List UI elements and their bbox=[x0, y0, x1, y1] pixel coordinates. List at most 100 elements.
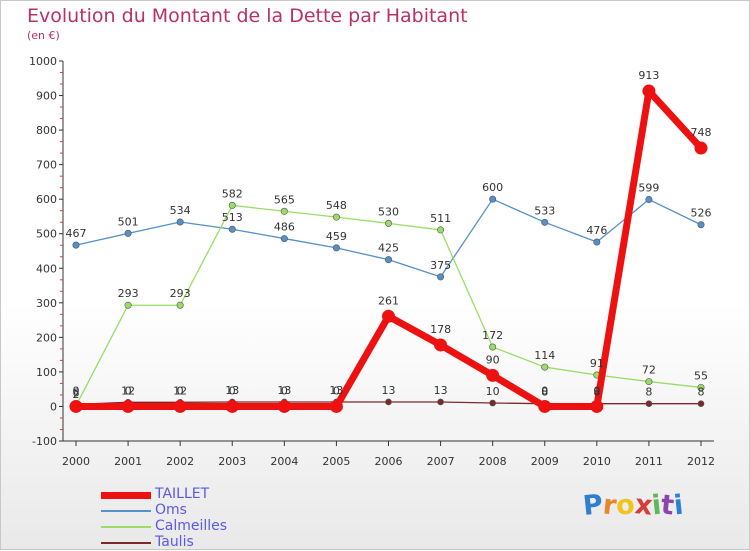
data-label-oms: 599 bbox=[638, 182, 659, 195]
legend-label: Calmeilles bbox=[155, 518, 228, 534]
data-label-oms: 375 bbox=[430, 259, 451, 272]
legend-label: Taulis bbox=[155, 534, 194, 550]
x-tick-label: 2006 bbox=[375, 455, 403, 468]
legend-swatch bbox=[101, 526, 151, 528]
data-label-taillet: 178 bbox=[430, 323, 451, 336]
y-tick-label: 0 bbox=[50, 400, 57, 413]
chart-unit: (en €) bbox=[27, 29, 60, 42]
legend-swatch bbox=[101, 542, 151, 544]
y-tick-label: 300 bbox=[36, 297, 57, 310]
data-label-taulis: 13 bbox=[329, 384, 343, 397]
data-label-taillet: 0 bbox=[125, 384, 132, 397]
data-label-oms: 476 bbox=[586, 224, 607, 237]
data-point-oms bbox=[280, 235, 288, 243]
data-point-taillet bbox=[69, 399, 83, 413]
data-label-calmeilles: 293 bbox=[170, 287, 191, 300]
data-point-taillet bbox=[486, 368, 500, 382]
data-point-calmeilles bbox=[489, 343, 497, 351]
y-tick-label: 200 bbox=[36, 331, 57, 344]
y-tick-label: 600 bbox=[36, 193, 57, 206]
data-label-oms: 486 bbox=[274, 221, 295, 234]
data-point-calmeilles bbox=[228, 201, 236, 209]
data-label-oms: 526 bbox=[691, 207, 712, 220]
data-label-taillet: 0 bbox=[73, 384, 80, 397]
data-label-oms: 600 bbox=[482, 181, 503, 194]
data-point-taillet bbox=[225, 399, 239, 413]
data-label-taulis: 13 bbox=[277, 384, 291, 397]
data-point-calmeilles bbox=[541, 363, 549, 371]
data-label-oms: 534 bbox=[170, 204, 191, 217]
data-label-taulis: 12 bbox=[173, 384, 187, 397]
data-label-taillet: 0 bbox=[593, 384, 600, 397]
data-label-calmeilles: 55 bbox=[694, 369, 708, 382]
data-point-calmeilles bbox=[280, 207, 288, 215]
data-label-taillet: 0 bbox=[333, 384, 340, 397]
data-point-taillet bbox=[277, 399, 291, 413]
logo-letter: i bbox=[672, 489, 686, 522]
data-label-calmeilles: 293 bbox=[118, 287, 139, 300]
x-tick-label: 2001 bbox=[114, 455, 142, 468]
data-label-oms: 467 bbox=[66, 227, 87, 240]
data-point-taillet bbox=[434, 338, 448, 352]
data-point-taillet bbox=[173, 399, 187, 413]
data-point-calmeilles bbox=[176, 301, 184, 309]
data-point-calmeilles bbox=[332, 213, 340, 221]
x-tick-label: 2009 bbox=[531, 455, 559, 468]
data-point-taulis bbox=[697, 400, 705, 407]
legend-swatch bbox=[101, 510, 151, 512]
data-label-calmeilles: 2 bbox=[73, 388, 80, 401]
data-label-calmeilles: 582 bbox=[222, 187, 243, 200]
legend-label: Oms bbox=[155, 502, 187, 518]
data-point-calmeilles bbox=[384, 219, 392, 227]
data-label-taulis: 8 bbox=[593, 386, 600, 399]
data-point-taulis bbox=[385, 398, 392, 406]
y-tick-label: 800 bbox=[36, 124, 57, 137]
data-point-taillet bbox=[694, 141, 708, 155]
data-label-calmeilles: 530 bbox=[378, 205, 399, 218]
data-label-calmeilles: 511 bbox=[430, 212, 451, 225]
data-label-taillet: 0 bbox=[541, 384, 548, 397]
data-label-calmeilles: 91 bbox=[590, 357, 604, 370]
data-point-calmeilles bbox=[645, 378, 653, 386]
data-point-oms bbox=[332, 244, 340, 252]
data-label-oms: 513 bbox=[222, 211, 243, 224]
x-tick-label: 2005 bbox=[322, 455, 350, 468]
data-label-calmeilles: 72 bbox=[642, 364, 656, 377]
data-point-taulis bbox=[645, 400, 653, 407]
y-tick-label: -100 bbox=[32, 435, 57, 448]
y-tick-label: 500 bbox=[36, 228, 57, 241]
data-label-oms: 501 bbox=[118, 215, 139, 228]
x-tick-label: 2002 bbox=[166, 455, 194, 468]
data-label-taulis: 13 bbox=[434, 384, 448, 397]
data-label-taillet: 748 bbox=[691, 126, 712, 139]
data-point-oms bbox=[228, 225, 236, 233]
data-point-oms bbox=[593, 238, 601, 246]
data-label-taillet: 0 bbox=[281, 384, 288, 397]
data-point-oms bbox=[697, 221, 705, 229]
data-point-taillet bbox=[590, 399, 604, 413]
data-label-taulis: 8 bbox=[645, 386, 652, 399]
data-point-taulis bbox=[489, 399, 496, 407]
data-label-calmeilles: 565 bbox=[274, 193, 295, 206]
data-label-calmeilles: 114 bbox=[534, 349, 555, 362]
data-label-taulis: 12 bbox=[121, 384, 135, 397]
y-tick-label: 900 bbox=[36, 90, 57, 103]
data-label-taillet: 261 bbox=[378, 294, 399, 307]
data-point-oms bbox=[72, 241, 80, 249]
data-label-calmeilles: 548 bbox=[326, 199, 347, 212]
data-label-taillet: 913 bbox=[638, 69, 659, 82]
x-tick-label: 2008 bbox=[479, 455, 507, 468]
data-label-taulis: 13 bbox=[382, 384, 396, 397]
x-tick-label: 2011 bbox=[635, 455, 663, 468]
data-point-oms bbox=[124, 229, 132, 237]
data-point-taillet bbox=[329, 399, 343, 413]
data-point-calmeilles bbox=[697, 383, 705, 391]
data-point-oms bbox=[384, 256, 392, 264]
y-tick-label: 700 bbox=[36, 159, 57, 172]
data-point-oms bbox=[176, 218, 184, 226]
data-point-oms bbox=[437, 273, 445, 281]
x-tick-label: 2000 bbox=[62, 455, 90, 468]
data-point-oms bbox=[489, 195, 497, 203]
